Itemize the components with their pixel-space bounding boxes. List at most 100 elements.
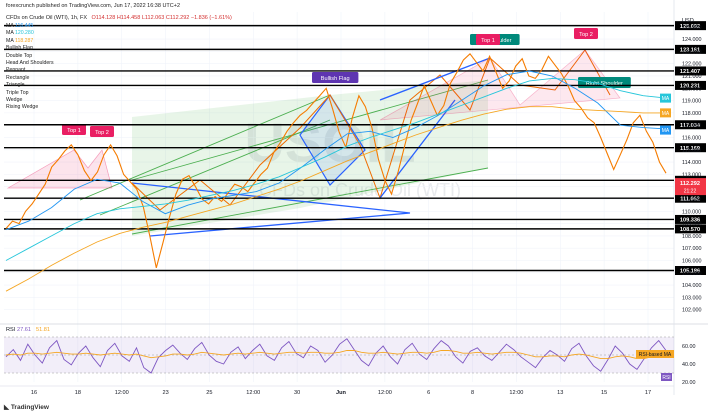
level-tag-text: 111.062 xyxy=(680,196,700,202)
price-tick-label: 106.000 xyxy=(682,258,702,264)
rsi-line xyxy=(5,338,667,374)
publisher-line: forexcrunch published on TradingView.com… xyxy=(6,3,181,9)
legend-pattern-1[interactable]: Bullish Flag xyxy=(6,45,33,52)
watermark-description: CFDs on Crude Oil (WTI) xyxy=(259,180,461,200)
price-line xyxy=(5,52,667,269)
legend-pattern-8[interactable]: Wedge xyxy=(6,97,23,104)
price-tick-label: 105.000 xyxy=(682,271,702,277)
time-tick-label: 13 xyxy=(557,390,563,396)
top-2-label-right[interactable]: Top 2 xyxy=(574,28,598,39)
level-tag-text: 109.336 xyxy=(680,218,700,224)
price-tick-label: 104.000 xyxy=(682,283,702,289)
pattern-label-text: Right Shoulder xyxy=(586,81,623,87)
level-tag xyxy=(675,80,706,90)
rectangle-pattern xyxy=(299,93,366,186)
last-price-tag[interactable] xyxy=(675,178,706,196)
level-tag xyxy=(675,214,706,224)
time-tick-label: 12:00 xyxy=(115,390,129,396)
indicator-legend: MA 116.445 MA 120.280 MA 118.287 Bullish… xyxy=(6,23,54,112)
last-price-text: 112.292 xyxy=(680,181,700,187)
time-axis[interactable]: 16 18 12:00 23 25 12:00 30 Jun 12:00 6 8 12:00 13 15 1… xyxy=(0,385,674,396)
top-1-label-left[interactable]: Top 1 xyxy=(62,124,86,135)
ohlc-open: O114.128 xyxy=(91,15,116,21)
bullish-flag-label[interactable]: Bullish Flag xyxy=(312,72,359,83)
top-1-label-right[interactable]: Top 1 xyxy=(476,34,500,45)
price-tick-label: 119.000 xyxy=(682,99,701,105)
level-tag xyxy=(675,224,706,234)
time-tick-label: 6 xyxy=(427,390,430,396)
price-series xyxy=(5,52,667,292)
right-shoulder-label[interactable]: Right Shoulder xyxy=(578,77,631,88)
price-tick-label: 103.000 xyxy=(682,295,702,301)
pattern-label-bg xyxy=(312,72,359,83)
horizontal-levels[interactable]: 125.092 123.161 121.407 120.231 117.034 115.1… xyxy=(4,21,706,276)
price-tick-label: 125.000 xyxy=(682,25,702,31)
symbol-ohlc-line: CFDs on Crude Oil (WTI), 1h, FX O114.128… xyxy=(6,15,232,22)
time-tick-label: 16 xyxy=(31,390,37,396)
moving-average-line xyxy=(5,106,666,292)
rsi-title[interactable]: RSI xyxy=(6,327,16,333)
ma-axis-badge[interactable] xyxy=(660,93,671,103)
wedge-upper xyxy=(379,57,491,101)
time-tick-label: 8 xyxy=(471,390,474,396)
symbol-title[interactable]: CFDs on Crude Oil (WTI), 1h, FX xyxy=(6,15,87,21)
legend-pattern-3[interactable]: Head And Shoulders xyxy=(6,60,54,67)
time-tick-label: 15 xyxy=(601,390,607,396)
rsi-badge[interactable] xyxy=(661,373,672,381)
price-tick-label: 122.000 xyxy=(682,62,702,68)
price-tick-label: 120.000 xyxy=(682,86,702,92)
pattern-label-text: Bullish Flag xyxy=(321,76,350,82)
pattern-label-text: Top 2 xyxy=(579,32,593,38)
time-tick-label: 12:00 xyxy=(509,390,523,396)
price-tick-label: 116.000 xyxy=(682,135,701,141)
pattern-label-bg xyxy=(62,124,86,135)
moving-average-line xyxy=(5,77,667,261)
price-tick-label: 108.000 xyxy=(682,234,702,240)
legend-pattern-5[interactable]: Rectangle xyxy=(6,74,30,81)
price-axis[interactable]: USD125.000124.000123.000122.000121.00012… xyxy=(660,18,706,314)
rsi-band xyxy=(4,337,674,373)
level-tag xyxy=(675,66,706,76)
top-2-label-left[interactable]: Top 2 xyxy=(90,126,114,137)
time-tick-label: 17 xyxy=(645,390,651,396)
ma-axis-badge-text: MA xyxy=(662,128,670,134)
legend-ma-3[interactable]: MA 118.287 xyxy=(6,37,34,44)
legend-pattern-7[interactable]: Triple Top xyxy=(6,89,29,96)
axis-unit: USD xyxy=(682,18,694,24)
legend-ma-1[interactable]: MA 116.445 xyxy=(6,23,34,29)
pattern-label-text: Top 1 xyxy=(67,128,81,134)
legend-pattern-2[interactable]: Double Top xyxy=(6,52,33,59)
level-tag-text: 117.034 xyxy=(680,123,701,129)
time-tick-label: 23 xyxy=(162,390,168,396)
pattern-label-bg xyxy=(476,34,500,45)
pattern-label-bg xyxy=(574,28,598,39)
ma-axis-badge[interactable] xyxy=(660,108,671,118)
rsi-ma-value: 51.81 xyxy=(36,327,50,333)
price-tick-label: 114.000 xyxy=(682,160,701,166)
time-tick-label: 25 xyxy=(206,390,212,396)
level-tag-text: 121.407 xyxy=(680,69,700,75)
time-tick-label: 18 xyxy=(75,390,81,396)
level-tag xyxy=(675,44,706,54)
time-tick-label: 12:00 xyxy=(246,390,260,396)
tradingview-logo-icon: ◣ xyxy=(4,404,9,411)
ma-axis-badge[interactable] xyxy=(660,125,671,135)
legend-pattern-6[interactable]: Triangle xyxy=(6,82,25,89)
pattern-label-text: Top 2 xyxy=(95,130,109,136)
tradingview-logo[interactable]: ◣ TradingView xyxy=(4,404,49,411)
legend-pattern-4[interactable]: Pennant xyxy=(6,67,26,74)
ohlc-high: H114.458 xyxy=(116,15,141,21)
legend-ma-2[interactable]: MA 120.280 xyxy=(6,30,34,37)
watermark-symbol: USOIL xyxy=(244,111,415,174)
ma-axis-badge-text: MA xyxy=(662,96,670,102)
rsi-ma-line xyxy=(5,350,667,360)
rsi-ma-badge[interactable] xyxy=(636,350,674,358)
ohlc-close: C112.292 xyxy=(165,15,190,21)
legend-pattern-9[interactable]: Rising Wedge xyxy=(6,104,39,111)
price-tick-label: 107.000 xyxy=(682,246,702,252)
rsi-tick-label: 20.00 xyxy=(682,380,696,386)
price-tick-label: 124.000 xyxy=(682,37,702,43)
moving-average-line xyxy=(5,70,667,231)
